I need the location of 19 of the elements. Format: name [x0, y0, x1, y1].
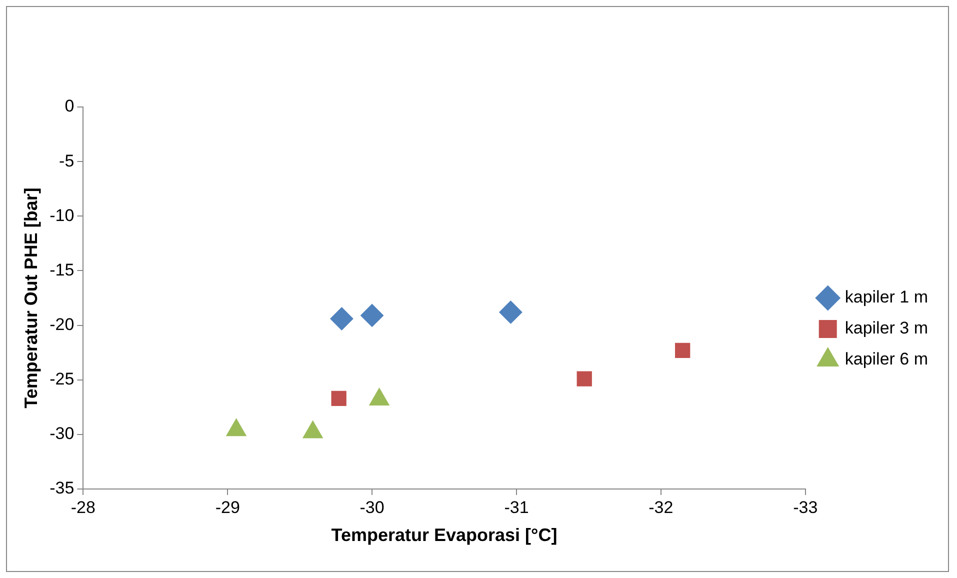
- y-tick-label: -10: [50, 206, 74, 225]
- y-axis-title: Temperatur Out PHE [bar]: [20, 188, 41, 408]
- legend-label: kapiler 6 m: [844, 350, 928, 369]
- y-tick-label: -35: [50, 478, 74, 498]
- x-tick-label: -30: [360, 498, 384, 517]
- x-tick-label: -29: [215, 498, 240, 517]
- y-tick-label: -25: [50, 370, 74, 389]
- y-tick-label: 0: [64, 96, 74, 116]
- x-tick-label: -32: [648, 498, 674, 517]
- x-axis-title: Temperatur Evaporasi [°C]: [331, 525, 558, 546]
- y-tick-label: -5: [59, 151, 74, 170]
- legend-label: kapiler 3 m: [844, 318, 928, 338]
- legend-label: kapiler 1 m: [844, 288, 928, 307]
- x-tick-label: -28: [70, 498, 96, 517]
- y-tick-label: -15: [50, 260, 74, 280]
- x-tick-label: -33: [793, 498, 818, 517]
- y-tick-label: -30: [50, 424, 74, 444]
- y-tick-label: -20: [50, 314, 74, 334]
- x-tick-label: -31: [504, 498, 529, 517]
